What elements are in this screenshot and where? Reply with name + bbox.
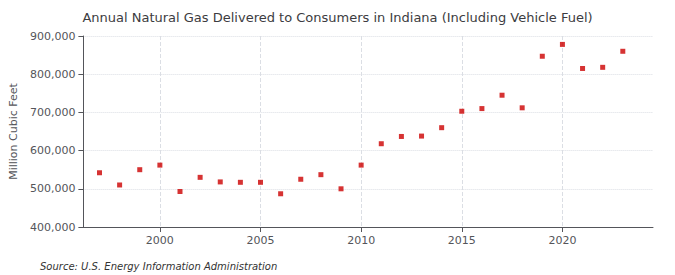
svg-text:500,000: 500,000 (30, 182, 76, 195)
svg-text:900,000: 900,000 (30, 30, 76, 43)
svg-text:400,000: 400,000 (30, 221, 76, 234)
svg-text:800,000: 800,000 (30, 68, 76, 81)
svg-text:700,000: 700,000 (30, 106, 76, 119)
svg-text:Million Cubic Feet: Million Cubic Feet (7, 82, 20, 179)
svg-text:2005: 2005 (247, 234, 275, 247)
svg-text:2000: 2000 (146, 234, 174, 247)
svg-text:Annual Natural Gas Delivered t: Annual Natural Gas Delivered to Consumer… (82, 10, 592, 25)
svg-text:600,000: 600,000 (30, 144, 76, 157)
svg-text:2010: 2010 (347, 234, 375, 247)
svg-text:Source: U.S. Energy Informatio: Source: U.S. Energy Information Administ… (40, 261, 277, 272)
svg-text:2020: 2020 (548, 234, 576, 247)
svg-text:2015: 2015 (448, 234, 476, 247)
